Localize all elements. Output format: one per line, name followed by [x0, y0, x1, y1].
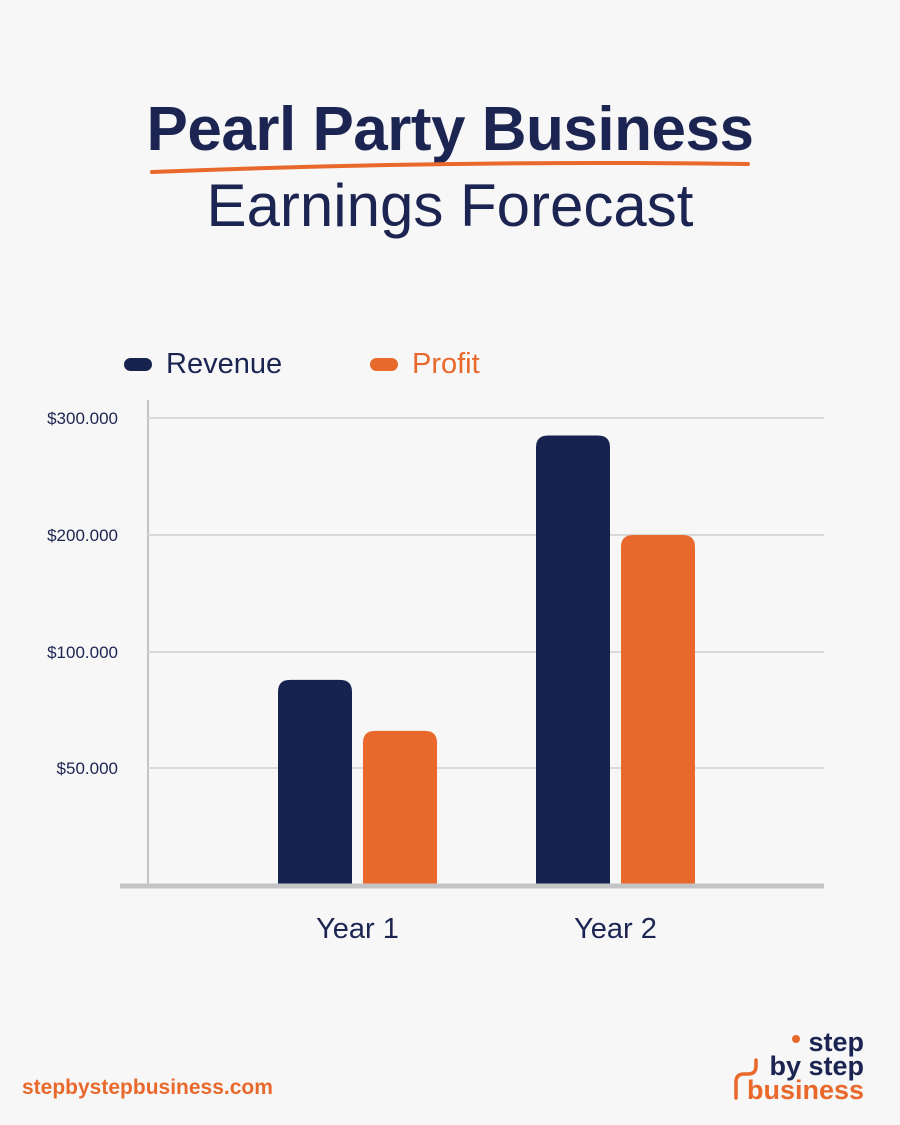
x-tick-label: Year 2 [574, 913, 657, 945]
bar-chart: $50.000 $100.000 $200.000 $300.000 Year 1 Yea… [47, 400, 824, 945]
legend-label-revenue: Revenue [166, 348, 283, 380]
title-line-2: Earnings Forecast [206, 172, 694, 239]
bar-profit-year-2 [621, 535, 695, 884]
chart-title: Pearl Party Business [0, 92, 900, 168]
legend-swatch-profit [370, 357, 398, 371]
logo-text-business: business [746, 1075, 864, 1105]
y-tick-label: $200.000 [47, 526, 118, 545]
logo-text-step: step [808, 1027, 864, 1057]
bar-profit-year-1 [363, 730, 437, 884]
logo-text-by-step: by step [769, 1051, 864, 1081]
y-tick-label: $100.000 [47, 643, 118, 662]
bar-revenue-year-1 [278, 679, 352, 884]
y-tick-label: $50.000 [57, 759, 118, 778]
brand-logo: step by step business [728, 1028, 878, 1104]
bar-revenue-year-2 [536, 435, 610, 884]
logo-stairs-icon [734, 1035, 800, 1100]
legend-item-revenue: Revenue [124, 344, 282, 384]
title-underline [150, 161, 750, 174]
title-line-1: Pearl Party Business [146, 95, 754, 164]
y-tick-label: $300.000 [47, 409, 118, 428]
x-tick-label: Year 1 [316, 913, 399, 945]
legend-item-profit: Profit [370, 344, 480, 384]
footer-url[interactable]: stepbystepbusiness.com [22, 1076, 273, 1099]
legend-label-profit: Profit [412, 348, 480, 380]
legend-swatch-revenue [124, 357, 152, 371]
